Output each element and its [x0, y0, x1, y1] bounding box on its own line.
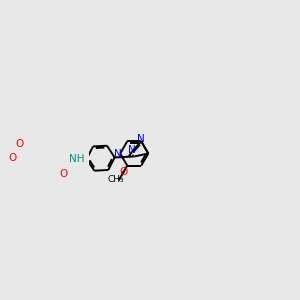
Text: O: O	[15, 139, 23, 149]
Text: CH₃: CH₃	[108, 175, 124, 184]
Text: O: O	[9, 153, 17, 163]
Text: N: N	[128, 145, 136, 155]
Text: O: O	[59, 169, 67, 179]
Text: N: N	[137, 134, 145, 144]
Text: N: N	[114, 148, 122, 158]
Text: NH: NH	[69, 154, 85, 164]
Text: O: O	[119, 167, 128, 177]
